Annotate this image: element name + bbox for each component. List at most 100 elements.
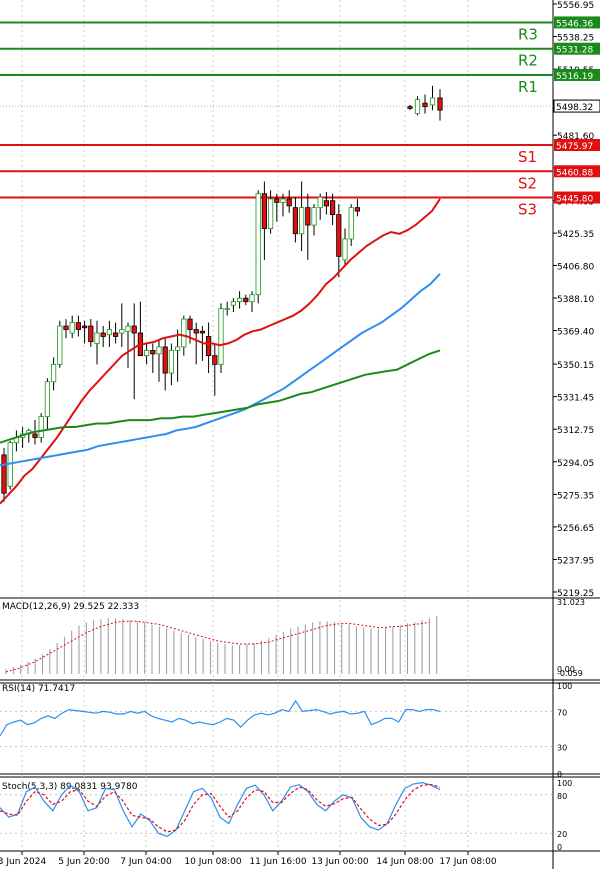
candle-body [224, 308, 230, 311]
rsi-y-tick: 100 [557, 682, 572, 691]
candle-body [181, 318, 187, 348]
candle-body [249, 294, 255, 303]
candle-body [342, 238, 348, 261]
level-price-label: 5445.80 [556, 195, 593, 205]
candle-body [150, 350, 156, 355]
candle-body [82, 325, 88, 329]
candle-body [75, 322, 81, 330]
candle-body [261, 193, 268, 229]
level-price-box [554, 165, 600, 178]
y-tick-label: 5275.35 [557, 491, 594, 501]
candle-body [280, 198, 286, 203]
stoch-y-tick: 100 [557, 779, 572, 788]
moving-average-line [0, 349, 441, 444]
stoch-line [0, 781, 441, 838]
y-tick-label: 5538.25 [557, 34, 594, 44]
candle-body [329, 200, 336, 215]
candle-body [187, 318, 193, 330]
level-name-s2: S2 [518, 174, 537, 192]
candle-body [429, 97, 436, 106]
candle-body [354, 207, 361, 212]
rsi-y-tick: 0 [557, 770, 562, 779]
candle-body [311, 207, 317, 226]
level-price-box [554, 191, 600, 204]
level-price-label: 5516.19 [556, 72, 593, 82]
x-tick-label: 14 Jun 08:00 [376, 857, 433, 867]
candle-body [168, 350, 174, 374]
level-name-r3: R3 [518, 25, 538, 43]
macd-signal-line [5, 620, 430, 673]
candle-body [336, 214, 342, 257]
candle-body [323, 200, 330, 207]
stoch-y-tick: 20 [557, 830, 567, 839]
candle-body [88, 325, 94, 343]
stoch-y-tick: 80 [557, 792, 567, 801]
candle-body [218, 308, 224, 365]
candle-body [407, 106, 413, 109]
candle-body [156, 346, 162, 355]
y-tick-label: 5312.75 [557, 426, 594, 436]
level-price-label: 5531.28 [556, 46, 593, 56]
candle-body [230, 301, 236, 306]
level-price-box [554, 16, 600, 29]
candle-body [437, 97, 443, 111]
x-tick-label: 5 Jun 20:00 [58, 857, 110, 867]
moving-average-line [0, 273, 441, 467]
x-tick-label: 10 Jun 08:00 [184, 857, 241, 867]
x-tick-label: 3 Jun 2024 [0, 857, 46, 867]
candle-body [243, 297, 249, 303]
candle-body [131, 325, 137, 334]
candle-body [125, 325, 131, 332]
candle-body [174, 346, 181, 351]
candle-body [205, 336, 212, 357]
candle-body [274, 198, 280, 203]
y-tick-label: 5369.40 [557, 328, 594, 338]
level-price-box [554, 139, 600, 152]
stoch-title: Stoch(5,3,3) 89.0831 93.9780 [2, 782, 138, 792]
y-tick-label: 5294.05 [557, 459, 594, 469]
macd-y-tick: -0.059 [557, 669, 583, 678]
stoch-line [0, 783, 441, 833]
y-tick-label: 5350.15 [557, 361, 594, 371]
y-tick-label: 5425.35 [557, 230, 594, 240]
level-name-r1: R1 [518, 78, 538, 96]
candle-body [267, 198, 274, 229]
stoch-y-tick: 0 [557, 843, 562, 852]
candle-body [57, 325, 63, 365]
candle-body [63, 325, 69, 330]
candle-body [106, 329, 112, 336]
candle-body [32, 433, 38, 438]
macd-title: MACD(12,26,9) 29.525 22.333 [2, 602, 139, 612]
level-name-r2: R2 [518, 52, 538, 70]
candle-body [292, 207, 299, 235]
candle-body [162, 346, 168, 374]
level-name-s3: S3 [518, 201, 537, 219]
candle-body [212, 355, 218, 365]
candle-body [414, 99, 421, 115]
rsi-line [0, 699, 441, 737]
y-tick-label: 5256.65 [557, 524, 594, 534]
candle-body [255, 193, 261, 296]
candle-body [51, 363, 57, 383]
candle-body [422, 102, 428, 108]
y-tick-label: 5388.10 [557, 295, 594, 305]
rsi-y-tick: 70 [557, 708, 567, 717]
candle-body [1, 454, 7, 494]
current-price-box [553, 99, 600, 113]
candle-body [113, 332, 119, 337]
level-price-box [554, 68, 600, 81]
candle-body [236, 297, 243, 303]
rsi-y-tick: 30 [557, 744, 567, 753]
moving-average-line [0, 198, 441, 505]
candle-body [69, 322, 75, 334]
macd-y-tick: 0.00 [557, 665, 575, 674]
rsi-title: RSI(14) 71.7417 [2, 684, 75, 694]
level-price-box [554, 42, 600, 55]
macd-y-tick: 31.023 [557, 598, 585, 607]
level-name-s1: S1 [518, 148, 537, 166]
y-tick-label: 5331.45 [557, 394, 594, 404]
level-price-label: 5475.97 [556, 142, 593, 152]
candle-body [317, 196, 323, 209]
x-tick-label: 13 Jun 00:00 [311, 857, 368, 867]
